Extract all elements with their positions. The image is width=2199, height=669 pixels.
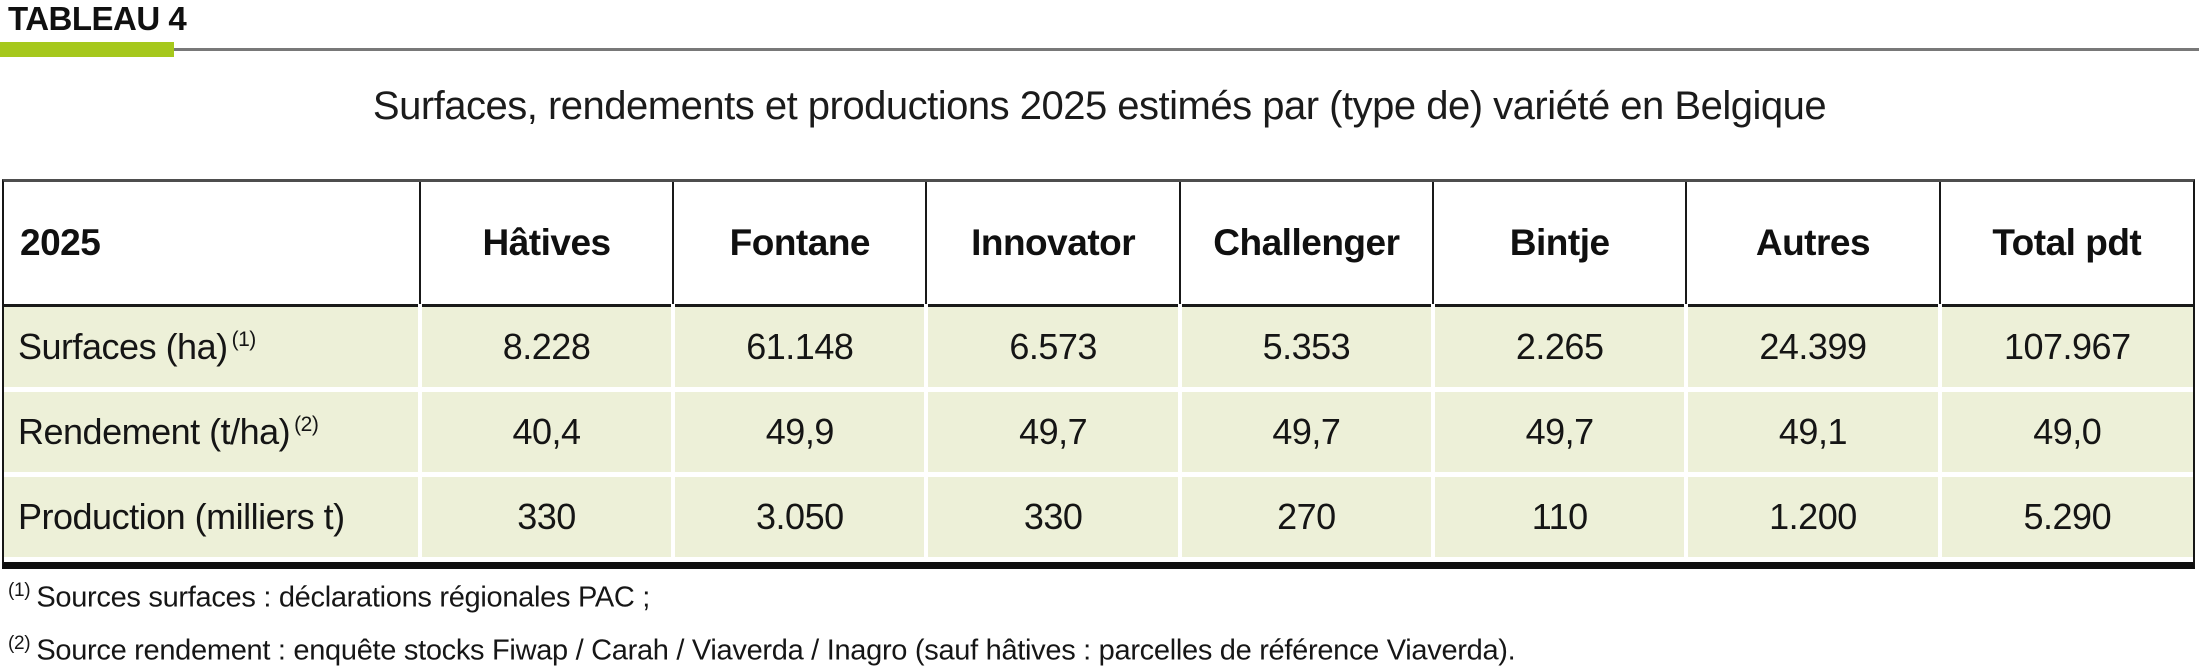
table-cell: 3.050 (673, 474, 929, 562)
row-label-surfaces: Surfaces (ha) (1) (4, 305, 422, 392)
table-cell: 8.228 (419, 305, 676, 392)
table-row-production: Production (milliers t) 330 3.050 330 27… (4, 474, 2193, 562)
table-cell: 330 (419, 474, 676, 562)
header-row: 2025 Hâtives Fontane Innovator Challenge… (4, 182, 2193, 307)
table-cell: 49,9 (673, 389, 929, 477)
row-label-text: Rendement (t/ha) (18, 411, 291, 452)
horizontal-rule (174, 48, 2199, 51)
table-cell: 330 (926, 474, 1182, 562)
row-label-rendement: Rendement (t/ha) (2) (4, 389, 422, 477)
header-variety-bintje: Bintje (1433, 182, 1688, 307)
row-label-text: Surfaces (ha) (18, 326, 228, 367)
header-year: 2025 (4, 182, 421, 307)
footnote-2-text: Source rendement : enquête stocks Fiwap … (36, 634, 1516, 667)
table-tag: TABLEAU 4 (8, 0, 187, 37)
table-cell: 5.353 (1179, 305, 1436, 392)
header-total-pdt: Total pdt (1939, 182, 2193, 307)
table-cell: 1.200 (1686, 474, 1942, 562)
table-cell: 61.148 (673, 305, 929, 392)
table-cell: 40,4 (419, 389, 676, 477)
table-cell: 110 (1433, 474, 1689, 562)
data-table: 2025 Hâtives Fontane Innovator Challenge… (4, 182, 2193, 562)
row-label-text: Production (milliers t) (18, 496, 345, 537)
table-cell: 49,7 (926, 389, 1182, 477)
table-cell: 49,7 (1179, 389, 1436, 477)
header-variety-fontane: Fontane (673, 182, 928, 307)
table-row-rendement: Rendement (t/ha) (2) 40,4 49,9 49,7 49,7 … (4, 389, 2193, 477)
table-cell: 6.573 (926, 305, 1182, 392)
header-variety-hatives: Hâtives (419, 182, 675, 307)
data-table-container: 2025 Hâtives Fontane Innovator Challenge… (2, 179, 2195, 569)
table-cell: 49,1 (1686, 389, 1942, 477)
table-cell: 49,0 (1939, 389, 2193, 477)
table-cell: 107.967 (1939, 305, 2193, 392)
footnote-1-text: Sources surfaces : déclarations régional… (36, 581, 651, 614)
table-cell: 2.265 (1433, 305, 1689, 392)
row-label-production: Production (milliers t) (4, 474, 422, 562)
header-variety-challenger: Challenger (1179, 182, 1435, 307)
table-row-surfaces: Surfaces (ha) (1) 8.228 61.148 6.573 5.35… (4, 305, 2193, 392)
table-cell: 270 (1179, 474, 1436, 562)
table-cell: 5.290 (1939, 474, 2193, 562)
table-cell: 49,7 (1433, 389, 1689, 477)
footnote-ref-1: (1) (231, 328, 257, 351)
footnote-1-ref: (1) (8, 580, 31, 601)
page-title: Surfaces, rendements et productions 2025… (372, 84, 1827, 128)
footnote-2: (2) Source rendement : enquête stocks Fiw… (8, 621, 1516, 669)
footnote-1: (1) Sources surfaces : déclarations régio… (8, 568, 1515, 621)
table-cell: 24.399 (1686, 305, 1942, 392)
accent-bar (0, 42, 174, 57)
footnote-ref-2: (2) (294, 413, 319, 436)
footnotes: (1) Sources surfaces : déclarations régio… (8, 568, 1516, 669)
header-variety-autres: Autres (1686, 182, 1941, 307)
footnote-2-ref: (2) (8, 632, 31, 654)
header-variety-innovator: Innovator (926, 182, 1181, 307)
